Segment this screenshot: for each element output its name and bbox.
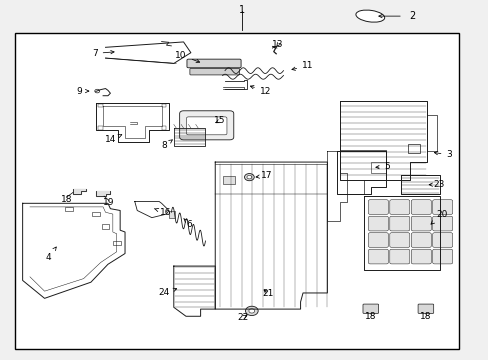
Circle shape	[248, 309, 254, 313]
Circle shape	[245, 306, 258, 316]
Text: 24: 24	[158, 288, 176, 297]
Bar	[222, 176, 234, 184]
Polygon shape	[22, 203, 125, 298]
Text: 7: 7	[92, 49, 114, 58]
Text: 6: 6	[183, 219, 192, 229]
FancyBboxPatch shape	[410, 249, 430, 264]
Polygon shape	[135, 202, 168, 218]
Bar	[168, 211, 174, 218]
Bar	[92, 212, 100, 216]
Bar	[65, 207, 73, 211]
Bar	[161, 104, 166, 107]
Text: 18: 18	[419, 312, 431, 321]
Polygon shape	[215, 162, 327, 309]
FancyBboxPatch shape	[389, 216, 409, 231]
Text: 20: 20	[430, 210, 447, 224]
Bar	[161, 126, 166, 130]
FancyBboxPatch shape	[432, 200, 452, 215]
Text: 8: 8	[161, 140, 172, 150]
FancyBboxPatch shape	[432, 216, 452, 231]
Polygon shape	[339, 101, 427, 180]
FancyBboxPatch shape	[367, 200, 387, 215]
Text: 5: 5	[375, 162, 389, 171]
Text: 18: 18	[365, 312, 376, 321]
FancyBboxPatch shape	[367, 216, 387, 231]
Polygon shape	[105, 42, 190, 63]
Text: 3: 3	[433, 150, 451, 159]
FancyBboxPatch shape	[410, 233, 430, 247]
FancyBboxPatch shape	[417, 304, 433, 314]
FancyBboxPatch shape	[432, 249, 452, 264]
Text: 17: 17	[256, 171, 272, 180]
Ellipse shape	[355, 10, 384, 22]
Bar	[102, 225, 109, 229]
FancyBboxPatch shape	[179, 111, 233, 140]
FancyBboxPatch shape	[410, 216, 430, 231]
FancyBboxPatch shape	[367, 249, 387, 264]
FancyBboxPatch shape	[389, 233, 409, 247]
Text: 2: 2	[409, 11, 415, 21]
FancyBboxPatch shape	[186, 59, 241, 68]
Polygon shape	[363, 196, 439, 270]
Text: 14: 14	[104, 135, 122, 144]
FancyBboxPatch shape	[410, 200, 430, 215]
Circle shape	[95, 89, 100, 93]
FancyBboxPatch shape	[189, 68, 239, 75]
Bar	[113, 240, 121, 245]
FancyBboxPatch shape	[186, 117, 226, 135]
Text: 16: 16	[154, 208, 171, 217]
Text: 19: 19	[103, 198, 115, 207]
Text: 4: 4	[45, 247, 56, 262]
FancyBboxPatch shape	[389, 200, 409, 215]
Bar	[98, 104, 103, 107]
Text: 21: 21	[262, 289, 273, 298]
Polygon shape	[73, 189, 86, 194]
Text: 1: 1	[239, 5, 244, 15]
FancyBboxPatch shape	[362, 304, 378, 314]
Text: 12: 12	[250, 86, 271, 95]
FancyBboxPatch shape	[389, 249, 409, 264]
Text: 10: 10	[175, 51, 199, 63]
Text: 11: 11	[291, 62, 313, 71]
Text: 9: 9	[77, 86, 88, 95]
Polygon shape	[96, 192, 110, 196]
Circle shape	[244, 174, 254, 181]
Bar	[15, 33, 458, 348]
Text: 23: 23	[428, 180, 444, 189]
Polygon shape	[336, 151, 385, 194]
Text: 15: 15	[213, 116, 225, 125]
FancyBboxPatch shape	[367, 233, 387, 247]
Bar	[407, 144, 419, 153]
Text: 13: 13	[272, 40, 284, 49]
Bar	[370, 162, 385, 173]
Text: 22: 22	[237, 313, 248, 322]
Bar	[98, 126, 103, 130]
Circle shape	[246, 175, 251, 179]
Polygon shape	[173, 266, 215, 316]
FancyBboxPatch shape	[432, 233, 452, 247]
Text: 18: 18	[61, 195, 72, 204]
